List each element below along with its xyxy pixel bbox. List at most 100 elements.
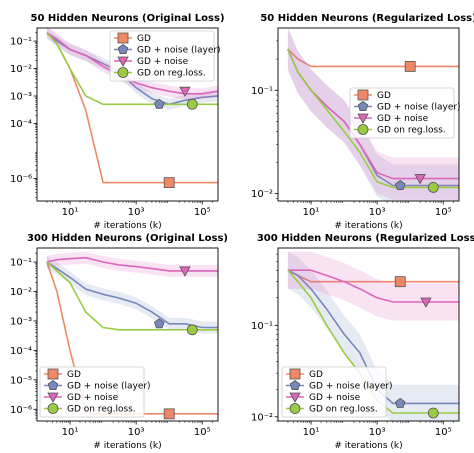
- x-tick-label: 10¹: [62, 207, 79, 218]
- legend-marker-gd_noise: [289, 392, 301, 403]
- legend-box: [39, 366, 145, 418]
- legend-label: GD + noise: [67, 393, 119, 403]
- legend-label: GD on reg.loss.: [309, 405, 378, 415]
- series-band-gd_noise_layer: [46, 28, 218, 110]
- legend: GD GD + noise (layer)GD + noise GD on reg.…: [109, 30, 221, 82]
- series-marker-gd_noise_layer: [395, 397, 406, 408]
- legend-marker-gd_reg: [47, 403, 59, 414]
- x-tick-label: 10³: [369, 427, 386, 438]
- legend-label: GD + noise (layer): [137, 46, 221, 56]
- legend-box: [281, 366, 387, 418]
- chart-title: 50 Hidden Neurons (Original Loss): [30, 13, 224, 24]
- series-marker-gd_noise: [414, 174, 426, 185]
- series-line-gd_reg: [46, 261, 218, 331]
- series-marker-gd: [394, 276, 406, 288]
- series-line-gd_noise_layer: [287, 269, 459, 405]
- legend-marker-gd_noise_layer: [289, 380, 301, 390]
- x-axis-label: # iterations (k): [334, 221, 402, 231]
- legend-box: [109, 30, 215, 82]
- legend: GD GD + noise (layer)GD + noise GD on reg.…: [349, 87, 461, 139]
- series-marker-gd: [163, 408, 175, 420]
- legend: GD GD + noise (layer)GD + noise GD on reg.…: [39, 366, 151, 418]
- x-tick-label: 10⁵: [435, 207, 452, 218]
- legend-marker-gd_reg: [289, 403, 301, 414]
- x-tick-label: 10³: [128, 207, 145, 218]
- x-tick-label: 10⁵: [194, 427, 211, 438]
- chart-panel-4: 300 Hidden Neurons (Regularized Loss) 10¹…: [251, 233, 474, 451]
- plot-area: [46, 251, 218, 420]
- plot-area: [46, 28, 218, 189]
- y-tick-label: 10⁻²: [10, 64, 32, 75]
- series-line-gd_reg: [46, 32, 218, 106]
- series-band-gd_noise_layer: [46, 256, 218, 334]
- legend-label: GD: [137, 34, 151, 44]
- y-tick-label: 10⁻²: [251, 189, 273, 200]
- y-tick-label: 10⁻¹: [10, 258, 32, 269]
- chart-title: 300 Hidden Neurons (Original Loss): [27, 233, 228, 244]
- y-tick-label: 10⁻¹: [251, 86, 273, 97]
- series-marker-gd_reg: [186, 324, 198, 336]
- series-line-gd: [287, 48, 459, 68]
- series-marker-gd_noise: [420, 297, 432, 308]
- y-tick-label: 10⁻³: [10, 92, 32, 103]
- series-marker-gd_noise: [179, 86, 191, 98]
- chart-title: 300 Hidden Neurons (Regularized Loss): [257, 233, 474, 244]
- x-tick-label: 10¹: [62, 427, 79, 438]
- legend-marker-gd_noise: [47, 392, 59, 403]
- x-tick-label: 10⁵: [435, 427, 452, 438]
- legend: GD GD + noise (layer)GD + noise GD on reg.…: [281, 366, 393, 418]
- legend-label: GD: [377, 91, 391, 101]
- x-axis-label: # iterations (k): [93, 441, 161, 451]
- y-tick-label: 10⁻⁵: [10, 375, 32, 386]
- axes-frame: [277, 247, 460, 422]
- x-axis-label: # iterations (k): [334, 441, 402, 451]
- legend-marker-gd_noise_layer: [117, 44, 129, 54]
- legend-label: GD: [309, 370, 323, 380]
- legend-marker-gd_reg: [357, 124, 369, 135]
- legend-label: GD + noise (layer): [377, 103, 461, 113]
- legend-label: GD + noise: [377, 114, 429, 124]
- series-marker-gd_noise: [179, 266, 191, 277]
- x-tick-label: 10³: [369, 207, 386, 218]
- legend-label: GD on reg.loss.: [137, 69, 206, 79]
- legend-marker-gd: [117, 32, 129, 44]
- series-line-gd_noise_layer: [46, 261, 218, 329]
- axes-frame: [277, 27, 460, 202]
- legend-marker-gd: [47, 368, 59, 380]
- legend-label: GD + noise (layer): [309, 382, 393, 392]
- x-tick-label: 10¹: [303, 427, 320, 438]
- x-tick-label: 10¹: [303, 207, 320, 218]
- series-line-gd_reg: [287, 48, 459, 189]
- y-tick-label: 10⁻²: [10, 287, 32, 298]
- y-tick-label: 10⁻³: [10, 316, 32, 327]
- y-tick-label: 10⁻⁴: [10, 346, 32, 357]
- series-marker-gd_reg: [427, 407, 439, 419]
- legend-label: GD on reg.loss.: [377, 126, 446, 136]
- legend-label: GD + noise: [309, 393, 361, 403]
- series-marker-gd_noise_layer: [154, 98, 165, 109]
- legend-marker-gd_noise_layer: [357, 101, 369, 111]
- series-marker-gd_reg: [186, 98, 198, 110]
- series-band-gd_noise: [46, 251, 218, 277]
- axes-frame: [36, 247, 219, 422]
- plot-area: [287, 28, 459, 201]
- legend-marker-gd_noise: [357, 113, 369, 124]
- chart-panel-1: 50 Hidden Neurons (Original Loss) 10¹ 10³ 1…: [10, 13, 225, 231]
- series-marker-gd_noise_layer: [154, 318, 165, 329]
- y-tick-label: 10⁻²: [251, 412, 273, 423]
- legend-label: GD on reg.loss.: [67, 405, 136, 415]
- chart-panel-2: 50 Hidden Neurons (Regularized Loss) 10¹ 1…: [251, 13, 474, 231]
- legend-box: [349, 87, 455, 139]
- y-tick-label: 10⁻⁶: [10, 405, 32, 416]
- legend-marker-gd_noise: [117, 56, 129, 67]
- y-tick-label: 10⁻⁶: [10, 174, 32, 185]
- legend-label: GD + noise: [137, 57, 189, 67]
- series-marker-gd: [163, 177, 175, 189]
- legend-label: GD: [67, 370, 81, 380]
- x-tick-label: 10⁵: [194, 207, 211, 218]
- series-marker-gd_noise_layer: [395, 180, 406, 190]
- y-tick-label: 10⁻¹: [251, 321, 273, 332]
- axes-frame: [36, 27, 219, 202]
- y-tick-label: 10⁻⁴: [10, 119, 32, 130]
